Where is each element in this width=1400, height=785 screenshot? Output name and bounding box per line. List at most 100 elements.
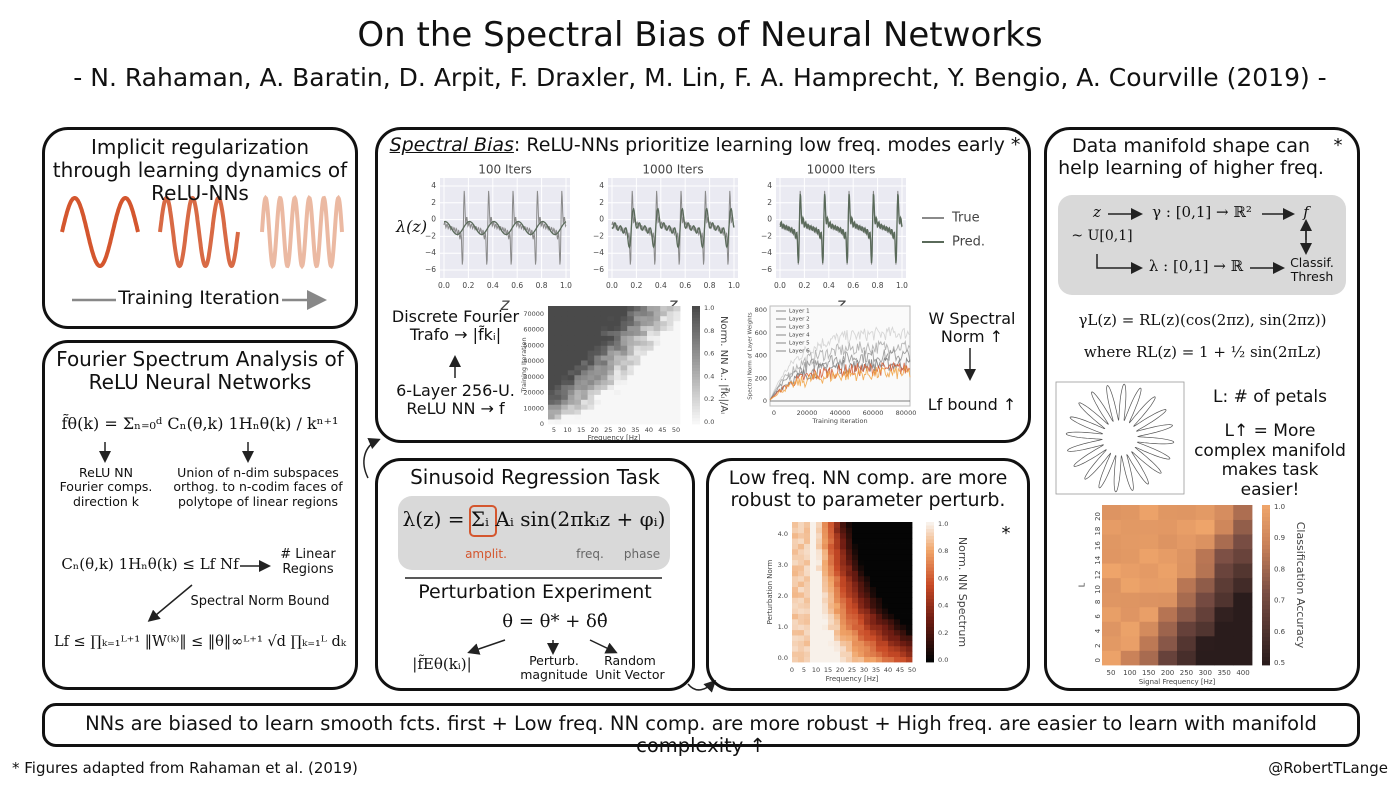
tick-label: −4 <box>425 248 436 257</box>
heat-cell <box>888 538 895 544</box>
heat-cell <box>1195 635 1215 651</box>
colorbar-cell <box>926 613 934 617</box>
heat-cell <box>587 330 595 336</box>
heat-cell <box>882 527 889 534</box>
heat-cell <box>673 330 681 336</box>
heat-cell <box>840 597 847 604</box>
heat-cell <box>804 538 811 544</box>
heat-cell <box>633 404 641 410</box>
heat-cell <box>614 399 621 405</box>
tick-label: 0.6 <box>679 281 691 290</box>
heat-cell <box>906 548 913 555</box>
heat-cell <box>660 335 668 341</box>
colorbar-cell <box>1262 625 1270 630</box>
heat-cell <box>666 355 674 361</box>
axis-label: L <box>1078 582 1087 587</box>
heat-cell <box>1177 635 1197 651</box>
colorbar-cell <box>692 347 700 351</box>
heat-cell <box>810 565 817 571</box>
colorbar-cell <box>692 367 700 372</box>
equation: γL(z) = RL(z)(cos(2πz), sin(2πz)) <box>1078 311 1327 329</box>
arrow <box>467 639 506 655</box>
heat-cell <box>792 522 799 528</box>
colorbar-cell <box>1262 581 1270 586</box>
heat-cell <box>1195 577 1215 593</box>
heat-cell <box>792 618 799 625</box>
heat-cell <box>804 532 811 539</box>
heat-cell <box>633 379 641 386</box>
heat-cell <box>607 310 615 317</box>
note: W Spectral Norm ↑ <box>928 309 1016 347</box>
heat-cell <box>870 640 877 647</box>
heat-cell <box>673 315 681 322</box>
heat-cell <box>894 575 901 582</box>
colorbar-cell <box>926 609 934 614</box>
axis-label: Training Iteration <box>520 337 528 393</box>
heat-cell <box>640 404 648 410</box>
heat-cell <box>640 330 648 336</box>
heat-cell <box>798 548 805 555</box>
heat-cell <box>594 345 602 351</box>
axis-label: Norm. NN A.: |f̃kᵢ|/Aᵢ <box>718 316 731 414</box>
heat-cell <box>858 575 865 582</box>
heat-cell <box>846 559 853 566</box>
heat-cell <box>594 389 602 395</box>
colorbar-cell <box>1262 533 1270 538</box>
heat-cell <box>882 581 889 588</box>
heat-cell <box>614 419 621 425</box>
heat-cell <box>858 548 865 555</box>
title-emphasis: Spectral Bias <box>389 134 514 156</box>
heat-cell <box>852 645 859 652</box>
heat-cell <box>567 374 575 381</box>
heat-cell <box>894 608 901 614</box>
heat-cell <box>1214 635 1234 651</box>
heat-cell <box>561 315 569 322</box>
heat-cell <box>660 404 668 410</box>
heat-cell <box>822 618 829 625</box>
colorbar-cell <box>926 620 934 624</box>
heat-cell <box>581 355 588 361</box>
heat-cell <box>882 613 889 620</box>
heat-cell <box>1139 563 1159 579</box>
heat-cell <box>798 538 805 544</box>
heat-cell <box>620 315 628 322</box>
heat-cell <box>614 394 621 400</box>
heat-cell <box>1177 650 1197 666</box>
heat-cell <box>852 570 859 577</box>
heat-cell <box>876 629 883 636</box>
heat-cell <box>561 389 569 395</box>
heat-cell <box>852 613 859 620</box>
heat-cell <box>876 538 883 544</box>
heat-cell <box>574 365 582 371</box>
heat-cell <box>834 559 841 566</box>
heat-cell <box>840 651 847 658</box>
heat-cell <box>810 597 817 604</box>
colorbar-cell <box>1262 637 1270 642</box>
heat-cell <box>858 565 865 571</box>
tick-label: 0 <box>1094 658 1102 662</box>
heat-cell <box>574 310 582 317</box>
heat-cell <box>858 522 865 528</box>
tick-label: 0.4 <box>823 281 835 290</box>
tick-label: 16 <box>1094 541 1102 550</box>
heat-cell <box>574 350 582 356</box>
tick-label: −2 <box>593 231 604 240</box>
heat-cell <box>822 608 829 614</box>
heat-cell <box>574 389 582 395</box>
heat-cell <box>640 320 648 327</box>
colorbar-cell <box>926 522 934 526</box>
heat-cell <box>607 399 615 405</box>
heat-cell <box>900 554 907 561</box>
heat-cell <box>900 635 907 641</box>
heat-cell <box>1233 505 1253 520</box>
colorbar-cell <box>926 581 934 586</box>
heat-cell <box>554 340 562 346</box>
heat-cell <box>1233 592 1253 608</box>
heat-cell <box>1177 548 1197 564</box>
heat-cell <box>888 532 895 539</box>
heat-cell <box>828 570 835 577</box>
tick-label: 0.8 <box>704 327 714 335</box>
tick-label: 2 <box>431 198 436 207</box>
tick-label: 10 <box>1094 585 1102 594</box>
heat-cell <box>852 554 859 561</box>
